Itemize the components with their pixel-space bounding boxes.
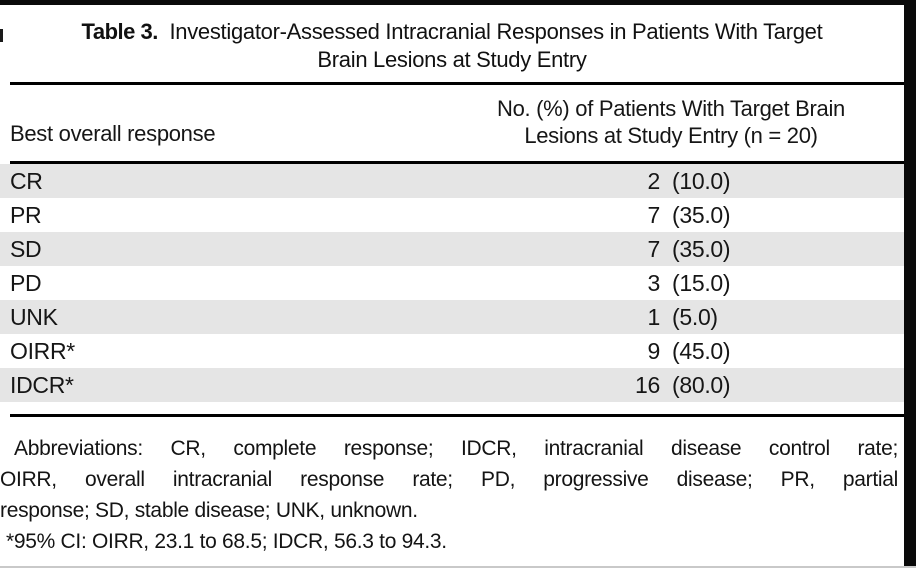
table-figure: Table 3. Investigator-Assessed Intracran…	[0, 5, 904, 557]
row-label: SD	[10, 235, 42, 262]
abbreviations-note-line-3: response; SD, stable disease; UNK, unkno…	[0, 499, 418, 522]
row-percent: (35.0)	[672, 201, 731, 228]
table-body: CR 2 (10.0) PR 7 (35.0) SD 7 (35.0) PD 3…	[0, 164, 904, 402]
table-caption: Table 3. Investigator-Assessed Intracran…	[0, 18, 904, 74]
table-row-pd: PD 3 (15.0)	[0, 266, 904, 300]
rule-below-header	[10, 161, 904, 164]
row-label: IDCR*	[10, 371, 74, 398]
scan-crop-artifact	[0, 29, 3, 42]
row-label: PR	[10, 201, 42, 228]
table-footnotes: Abbreviations: CR, complete response; ID…	[0, 433, 902, 557]
scan-frame-bottom-smear	[0, 566, 916, 568]
table-number-label: Table 3.	[81, 19, 159, 44]
row-count: 1	[647, 303, 661, 330]
table-row-unk: UNK 1 (5.0)	[0, 300, 904, 334]
row-count: 9	[647, 337, 661, 364]
table-row-idcr: IDCR* 16 (80.0)	[0, 368, 904, 402]
table-row-pr: PR 7 (35.0)	[0, 198, 904, 232]
row-percent: (10.0)	[672, 167, 731, 194]
table-header-row: Best overall response No. (%) of Patient…	[0, 85, 904, 161]
column-header-patients-count: No. (%) of Patients With Target Brain Le…	[448, 95, 894, 149]
row-percent: (35.0)	[672, 235, 731, 262]
scan-frame-right-bar	[904, 0, 916, 568]
table-row-sd: SD 7 (35.0)	[0, 232, 904, 266]
table-row-cr: CR 2 (10.0)	[0, 164, 904, 198]
caption-line-2: Brain Lesions at Study Entry	[317, 47, 587, 72]
row-percent: (80.0)	[672, 371, 731, 398]
row-count: 16	[635, 371, 660, 398]
scan-frame-top-bar	[0, 0, 916, 5]
row-label: UNK	[10, 303, 58, 330]
column-header-line-1: No. (%) of Patients With Target Brain	[497, 96, 845, 121]
row-label: CR	[10, 167, 43, 194]
row-percent: (15.0)	[672, 269, 731, 296]
row-label: OIRR*	[10, 337, 75, 364]
row-label: PD	[10, 269, 42, 296]
column-header-best-overall-response: Best overall response	[10, 121, 216, 146]
abbreviations-note-line-2: OIRR, overall intracranial response rate…	[0, 468, 898, 491]
row-percent: (5.0)	[672, 303, 718, 330]
column-header-line-2: Lesions at Study Entry (n = 20)	[524, 123, 818, 148]
confidence-interval-note: *95% CI: OIRR, 23.1 to 68.5; IDCR, 56.3 …	[6, 530, 447, 553]
row-count: 3	[647, 269, 661, 296]
row-percent: (45.0)	[672, 337, 731, 364]
caption-title-part-1: Investigator-Assessed Intracranial Respo…	[169, 19, 823, 44]
row-count: 7	[647, 235, 661, 262]
rule-below-caption	[10, 82, 904, 85]
abbreviations-note-line-1: Abbreviations: CR, complete response; ID…	[14, 437, 898, 460]
table-bottom-gap	[0, 402, 904, 414]
row-count: 2	[647, 167, 661, 194]
rule-below-table	[10, 414, 904, 417]
row-count: 7	[647, 201, 661, 228]
caption-line-1: Table 3. Investigator-Assessed Intracran…	[0, 18, 904, 46]
table-row-oirr: OIRR* 9 (45.0)	[0, 334, 904, 368]
